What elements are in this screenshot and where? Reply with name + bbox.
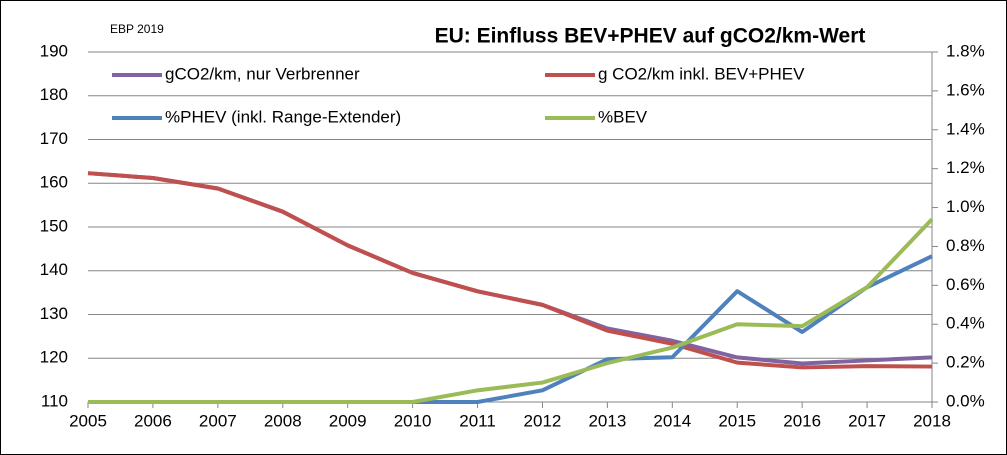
x-tick-label: 2015 [718, 411, 756, 430]
y2-tick-label: 1.2% [946, 158, 985, 177]
y-tick-label: 190 [40, 41, 68, 60]
y-tick-label: 180 [40, 85, 68, 104]
x-tick-label: 2009 [329, 411, 367, 430]
legend-label: g CO2/km inkl. BEV+PHEV [598, 64, 805, 83]
y2-tick-label: 1.8% [946, 41, 985, 60]
x-tick-label: 2013 [588, 411, 626, 430]
x-tick-label: 2006 [134, 411, 172, 430]
series-line [87, 171, 933, 370]
chart-title: EU: Einfluss BEV+PHEV auf gCO2/km-Wert [435, 25, 866, 48]
y-tick-label: 150 [40, 216, 68, 235]
y-tick-label: 110 [41, 391, 68, 410]
y2-tick-label: 1.4% [946, 119, 985, 138]
x-tick-label: 2016 [783, 411, 821, 430]
y-tick-label: 140 [40, 260, 68, 279]
x-tick-label: 2005 [69, 411, 107, 430]
x-tick-label: 2008 [264, 411, 302, 430]
x-tick-label: 2010 [394, 411, 432, 430]
y-tick-label: 160 [40, 173, 68, 192]
y-tick-label: 170 [40, 129, 68, 148]
legend-label: %PHEV (inkl. Range-Extender) [165, 107, 401, 126]
y2-tick-label: 0.6% [946, 275, 985, 294]
x-tick-label: 2018 [913, 411, 951, 430]
y2-tick-label: 0.4% [946, 314, 985, 333]
annotation: EBP 2019 [110, 22, 164, 36]
y-tick-label: 130 [40, 304, 68, 323]
x-tick-label: 2011 [459, 411, 496, 430]
y-tick-label: 120 [40, 348, 68, 367]
y2-tick-label: 0.8% [946, 236, 985, 255]
x-tick-label: 2014 [653, 411, 691, 430]
y2-tick-label: 1.6% [946, 80, 985, 99]
x-tick-label: 2007 [199, 411, 237, 430]
x-tick-label: 2012 [524, 411, 562, 430]
x-tick-label: 2017 [848, 411, 886, 430]
series-line [88, 217, 934, 404]
y2-tick-label: 1.0% [946, 197, 985, 216]
legend-label: gCO2/km, nur Verbrenner [165, 64, 360, 83]
y2-tick-label: 0.2% [946, 353, 985, 372]
legend-label: %BEV [598, 107, 648, 126]
y2-tick-label: 0.0% [946, 391, 985, 410]
